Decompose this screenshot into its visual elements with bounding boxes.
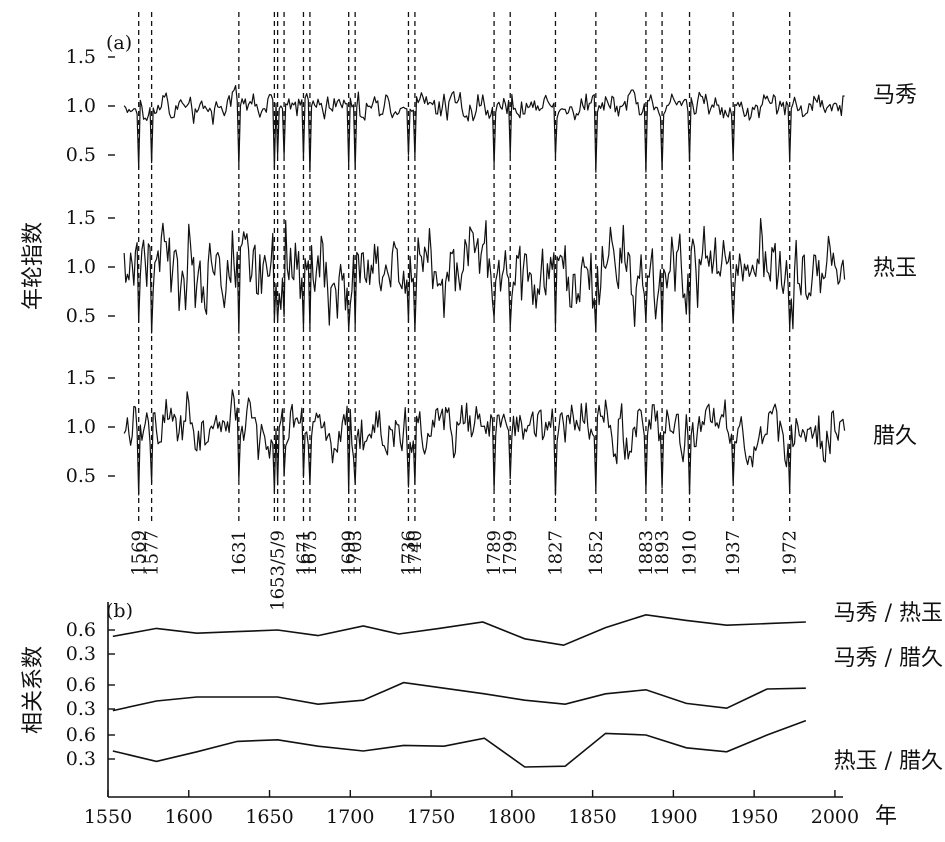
- series-line-a-1: [123, 84, 845, 173]
- panel-b: 0.30.6马秀 / 热玉0.30.6马秀 / 腊久0.30.6热玉 / 腊久1…: [66, 601, 943, 829]
- event-year-label: 1653/5/9: [268, 530, 289, 611]
- panel-b-xtick-label: 1650: [245, 806, 293, 828]
- panel-a-ytick-label: 0.5: [66, 305, 96, 327]
- event-year-label: 1852: [586, 530, 607, 576]
- panel-a: 0.5 1.0 1.5 马秀 0.5 1.0 1.5 热玉 0.5 1.0 1.5 腊久: [66, 46, 917, 496]
- series-line-b-1: [112, 613, 806, 647]
- panel-b-xtick-label: 1700: [326, 806, 374, 828]
- event-year-label: 1883: [636, 530, 657, 576]
- event-year-label: 1740: [405, 530, 426, 576]
- panel-a-ytick-label: 1.5: [66, 207, 96, 229]
- panel-b-x-unit: 年: [875, 804, 897, 829]
- panel-b-label: (b): [106, 600, 133, 622]
- event-year-label: 1703: [345, 530, 366, 576]
- panel-b-ylabel: 相关系数: [21, 646, 46, 734]
- series-line-b-3: [112, 719, 807, 768]
- panel-b-ytick-label: 0.3: [66, 748, 96, 770]
- panel-a-label: (a): [106, 32, 132, 54]
- series-label-b-2: 马秀 / 腊久: [834, 646, 943, 671]
- panel-b-ytick-label: 0.3: [66, 698, 96, 720]
- panel-a-ytick-label: 1.5: [66, 46, 96, 68]
- panel-b-xtick-label: 1850: [568, 806, 616, 828]
- event-year-label: 1972: [780, 530, 801, 576]
- panel-b-xtick-label: 1950: [730, 806, 778, 828]
- panel-b-ytick-label: 0.3: [66, 643, 96, 665]
- panel-b-xtick-label: 1800: [488, 806, 536, 828]
- event-year-label: 1577: [142, 530, 163, 576]
- panel-b-ytick-label: 0.6: [66, 619, 96, 641]
- panel-a-ytick-label: 0.5: [66, 465, 96, 487]
- event-year-label: 1789: [484, 530, 505, 576]
- series-line-a-3: [123, 389, 846, 496]
- panel-a-ytick-label: 0.5: [66, 144, 96, 166]
- panel-a-ytick-label: 1.0: [66, 416, 96, 438]
- series-line-a-2: [123, 217, 846, 334]
- event-year-label: 1799: [500, 530, 521, 576]
- panel-b-ytick-label: 0.6: [66, 674, 96, 696]
- series-label-b-3: 热玉 / 腊久: [834, 749, 943, 774]
- event-year-label: 1671: [294, 530, 315, 576]
- panel-b-xtick-label: 1600: [165, 806, 213, 828]
- event-year-label: 1827: [546, 530, 567, 576]
- event-year-label: 1736: [399, 530, 420, 576]
- event-year-label: 1569: [129, 530, 150, 576]
- event-year-label: 1675: [300, 530, 321, 576]
- panel-b-xtick-label: 2000: [811, 806, 859, 828]
- event-year-label: 1937: [723, 530, 744, 576]
- series-label-b-1: 马秀 / 热玉: [834, 601, 943, 626]
- series-line-b-2: [112, 681, 806, 712]
- event-year-label: 1893: [652, 530, 673, 576]
- series-label-a-2: 热玉: [873, 256, 917, 281]
- panel-a-ytick-label: 1.5: [66, 367, 96, 389]
- panel-a-ytick-label: 1.0: [66, 95, 96, 117]
- panel-a-ytick-label: 1.0: [66, 256, 96, 278]
- panel-b-xtick-label: 1750: [407, 806, 455, 828]
- panel-a-ylabel: 年轮指数: [21, 222, 46, 310]
- event-year-label: 1699: [339, 530, 360, 576]
- event-year-label: 1910: [680, 530, 701, 576]
- event-markers: [138, 12, 791, 524]
- panel-b-xtick-label: 1550: [84, 806, 132, 828]
- series-label-a-3: 腊久: [873, 424, 917, 449]
- series-label-a-1: 马秀: [873, 83, 917, 108]
- event-year-label: 1631: [229, 530, 250, 576]
- panel-b-ytick-label: 0.6: [66, 724, 96, 746]
- panel-b-xtick-label: 1900: [649, 806, 697, 828]
